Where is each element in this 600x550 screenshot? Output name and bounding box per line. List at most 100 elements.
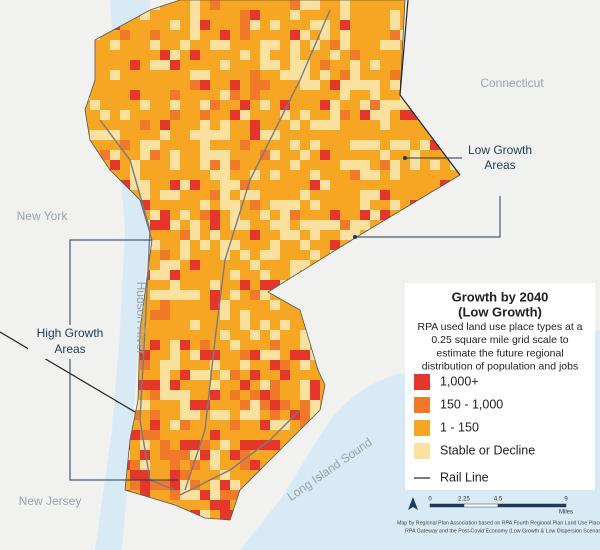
grid-cell <box>280 200 290 210</box>
grid-cell <box>170 290 180 300</box>
grid-cell <box>270 170 280 180</box>
grid-cell <box>230 200 240 210</box>
grid-cell <box>290 30 300 40</box>
grid-cell <box>190 480 200 490</box>
grid-cell <box>210 170 220 180</box>
grid-cell <box>140 470 150 480</box>
grid-cell <box>240 220 250 230</box>
grid-cell <box>390 200 400 210</box>
grid-cell <box>200 440 210 450</box>
grid-cell <box>240 400 250 410</box>
rail-line <box>184 9 331 491</box>
grid-cell <box>170 160 180 170</box>
grid-cell <box>140 480 150 490</box>
grid-cell <box>220 370 230 380</box>
grid-cell <box>260 380 270 390</box>
grid-cell <box>110 150 120 160</box>
grid-cell <box>190 20 200 30</box>
grid-cell <box>250 20 260 30</box>
grid-cell <box>220 150 230 160</box>
grid-cell <box>170 360 180 370</box>
grid-cell <box>320 180 330 190</box>
grid-cell <box>300 60 310 70</box>
grid-cell <box>280 220 290 230</box>
grid-cell <box>190 410 200 420</box>
grid-cell <box>240 280 250 290</box>
grid-cell <box>240 140 250 150</box>
legend-description: RPA used land use place types at a <box>418 321 583 333</box>
grid-cell <box>260 440 270 450</box>
grid-cell <box>390 70 400 80</box>
grid-cell <box>220 90 230 100</box>
grid-cell <box>220 410 230 420</box>
grid-cell <box>240 350 250 360</box>
grid-cell <box>200 200 210 210</box>
callout-lines <box>69 157 501 481</box>
grid-cell <box>260 210 270 220</box>
grid-cell <box>150 380 160 390</box>
scale-segment <box>463 503 499 508</box>
grid-cell <box>290 60 300 70</box>
grid-cell <box>130 160 140 170</box>
grid-cell <box>170 420 180 430</box>
grid-cell <box>270 60 280 70</box>
grid-cell <box>250 410 260 420</box>
grid-cell <box>190 440 200 450</box>
grid-cell <box>170 110 180 120</box>
grid-cell <box>260 130 270 140</box>
grid-cell <box>150 410 160 420</box>
grid-cell <box>310 0 320 10</box>
grid-cell <box>140 10 150 20</box>
grid-cell <box>410 160 420 170</box>
grid-cell <box>240 440 250 450</box>
grid-cell <box>110 160 120 170</box>
grid-cell <box>220 490 230 500</box>
grid-cell <box>110 40 120 50</box>
grid-cell <box>350 60 360 70</box>
grid-cell <box>380 110 390 120</box>
grid-cell <box>200 130 210 140</box>
grid-cell <box>380 190 390 200</box>
grid-cell <box>90 100 100 110</box>
grid-cell <box>290 50 300 60</box>
grid-cell <box>150 270 160 280</box>
grid-cell <box>130 180 140 190</box>
grid-cell <box>300 0 310 10</box>
grid-cell <box>300 240 310 250</box>
grid-cell <box>210 350 220 360</box>
state-border <box>0 331 136 413</box>
grid-cell <box>330 100 340 110</box>
grid-cell <box>150 290 160 300</box>
grid-cell <box>260 350 270 360</box>
grid-cell <box>220 470 230 480</box>
grid-cell <box>160 190 170 200</box>
grid-cell <box>260 40 270 50</box>
grid-cell <box>340 0 350 10</box>
grid-cell <box>300 410 310 420</box>
grid-cell <box>190 0 200 10</box>
legend-swatch <box>414 374 430 390</box>
grid-cell <box>180 390 190 400</box>
legend-label: Rail Line <box>440 470 489 484</box>
grid-cell <box>370 90 380 100</box>
grid-cell <box>220 250 230 260</box>
grid-cell <box>300 260 310 270</box>
grid-cell <box>130 60 140 70</box>
grid-cell <box>210 230 220 240</box>
grid-cell <box>180 40 190 50</box>
grid-cell <box>240 360 250 370</box>
grid-cell <box>380 160 390 170</box>
grid-cell <box>260 80 270 90</box>
grid-cell <box>210 490 220 500</box>
grid-cell <box>160 480 170 490</box>
grid-cell <box>310 140 320 150</box>
grid-cell <box>140 180 150 190</box>
grid-cell <box>180 470 190 480</box>
grid-cell <box>180 370 190 380</box>
grid-cell <box>300 220 310 230</box>
grid-cell <box>220 160 230 170</box>
grid-cell <box>390 30 400 40</box>
grid-cell <box>140 450 150 460</box>
grid-cell <box>270 420 280 430</box>
grid-cell <box>230 340 240 350</box>
